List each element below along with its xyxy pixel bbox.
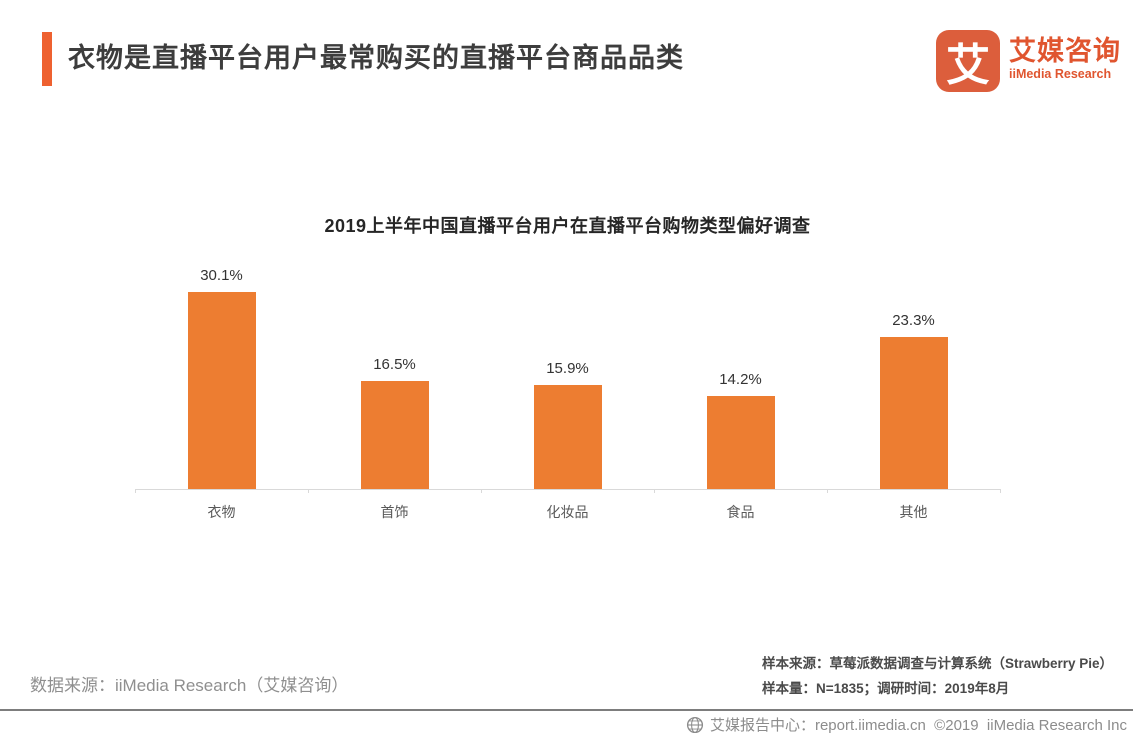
category-label: 化妆品 <box>546 504 589 520</box>
footer-bar: 艾媒报告中心：report.iimedia.cn ©2019 iiMedia R… <box>686 714 1127 735</box>
brand-text-block: 艾媒咨询 iiMedia Research <box>1009 30 1121 81</box>
data-source-note: 数据来源：iiMedia Research（艾媒咨询） <box>30 676 349 695</box>
bar-value-label: 23.3% <box>892 312 935 329</box>
category-label: 衣物 <box>207 504 236 520</box>
axis-tick <box>135 489 136 493</box>
sample-source-note: 样本来源：草莓派数据调查与计算系统（Strawberry Pie） <box>762 656 1114 671</box>
title-accent-bar <box>42 32 52 86</box>
category-label: 其他 <box>899 504 928 520</box>
bar-value-label: 14.2% <box>719 371 762 388</box>
axis-tick <box>1000 489 1001 493</box>
bar <box>533 385 602 489</box>
axis-tick <box>654 489 655 493</box>
report-center-text: 艾媒报告中心：report.iimedia.cn ©2019 iiMedia R… <box>709 717 1127 734</box>
bar-value-label: 30.1% <box>200 267 243 284</box>
bar-value-label: 16.5% <box>373 356 416 373</box>
bar-slot: 14.2% 食品 <box>654 250 827 520</box>
category-label: 食品 <box>726 504 755 520</box>
axis-tick <box>308 489 309 493</box>
bar-slot: 30.1% 衣物 <box>135 250 308 520</box>
bar-value-label: 15.9% <box>546 360 589 377</box>
brand-logo: 艾 艾媒咨询 iiMedia Research <box>936 30 1121 92</box>
brand-name-cn: 艾媒咨询 <box>1009 36 1121 66</box>
bar-slot: 15.9% 化妆品 <box>481 250 654 520</box>
sample-info-note: 样本量：N=1835；调研时间：2019年8月 <box>762 681 1010 696</box>
iimedia-logo-icon: 艾 <box>936 30 1000 92</box>
sample-notes: 样本来源：草莓派数据调查与计算系统（Strawberry Pie） 样本量：N=… <box>762 651 1113 701</box>
report-center-globe-icon <box>686 716 704 733</box>
chart-title: 2019上半年中国直播平台用户在直播平台购物类型偏好调查 <box>324 216 811 236</box>
footer-divider <box>0 709 1133 711</box>
axis-tick <box>827 489 828 493</box>
bar-chart: 30.1% 衣物 16.5% 首饰 15.9% 化妆品 14.2% 食品 23.3% 其他 <box>135 250 1001 520</box>
bar-slot: 23.3% 其他 <box>827 250 1000 520</box>
axis-tick <box>481 489 482 493</box>
logo-glyph: 艾 <box>946 41 990 90</box>
bar <box>879 337 948 489</box>
bar-slot: 16.5% 首饰 <box>308 250 481 520</box>
page-title: 衣物是直播平台用户最常购买的直播平台商品品类 <box>68 43 684 73</box>
bar <box>360 381 429 489</box>
bar <box>187 292 256 489</box>
bar <box>706 396 775 489</box>
category-label: 首饰 <box>380 504 409 520</box>
brand-name-en: iiMedia Research <box>1009 67 1112 82</box>
